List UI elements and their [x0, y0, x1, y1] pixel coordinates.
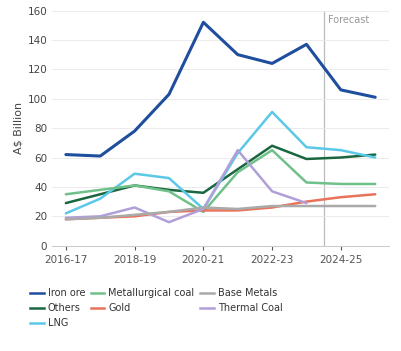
Y-axis label: A$ Billion: A$ Billion — [13, 102, 23, 154]
Text: Forecast: Forecast — [328, 15, 369, 25]
Legend: Iron ore, Others, LNG, Metallurgical coal, Gold, Base Metals, Thermal Coal: Iron ore, Others, LNG, Metallurgical coa… — [30, 288, 283, 328]
